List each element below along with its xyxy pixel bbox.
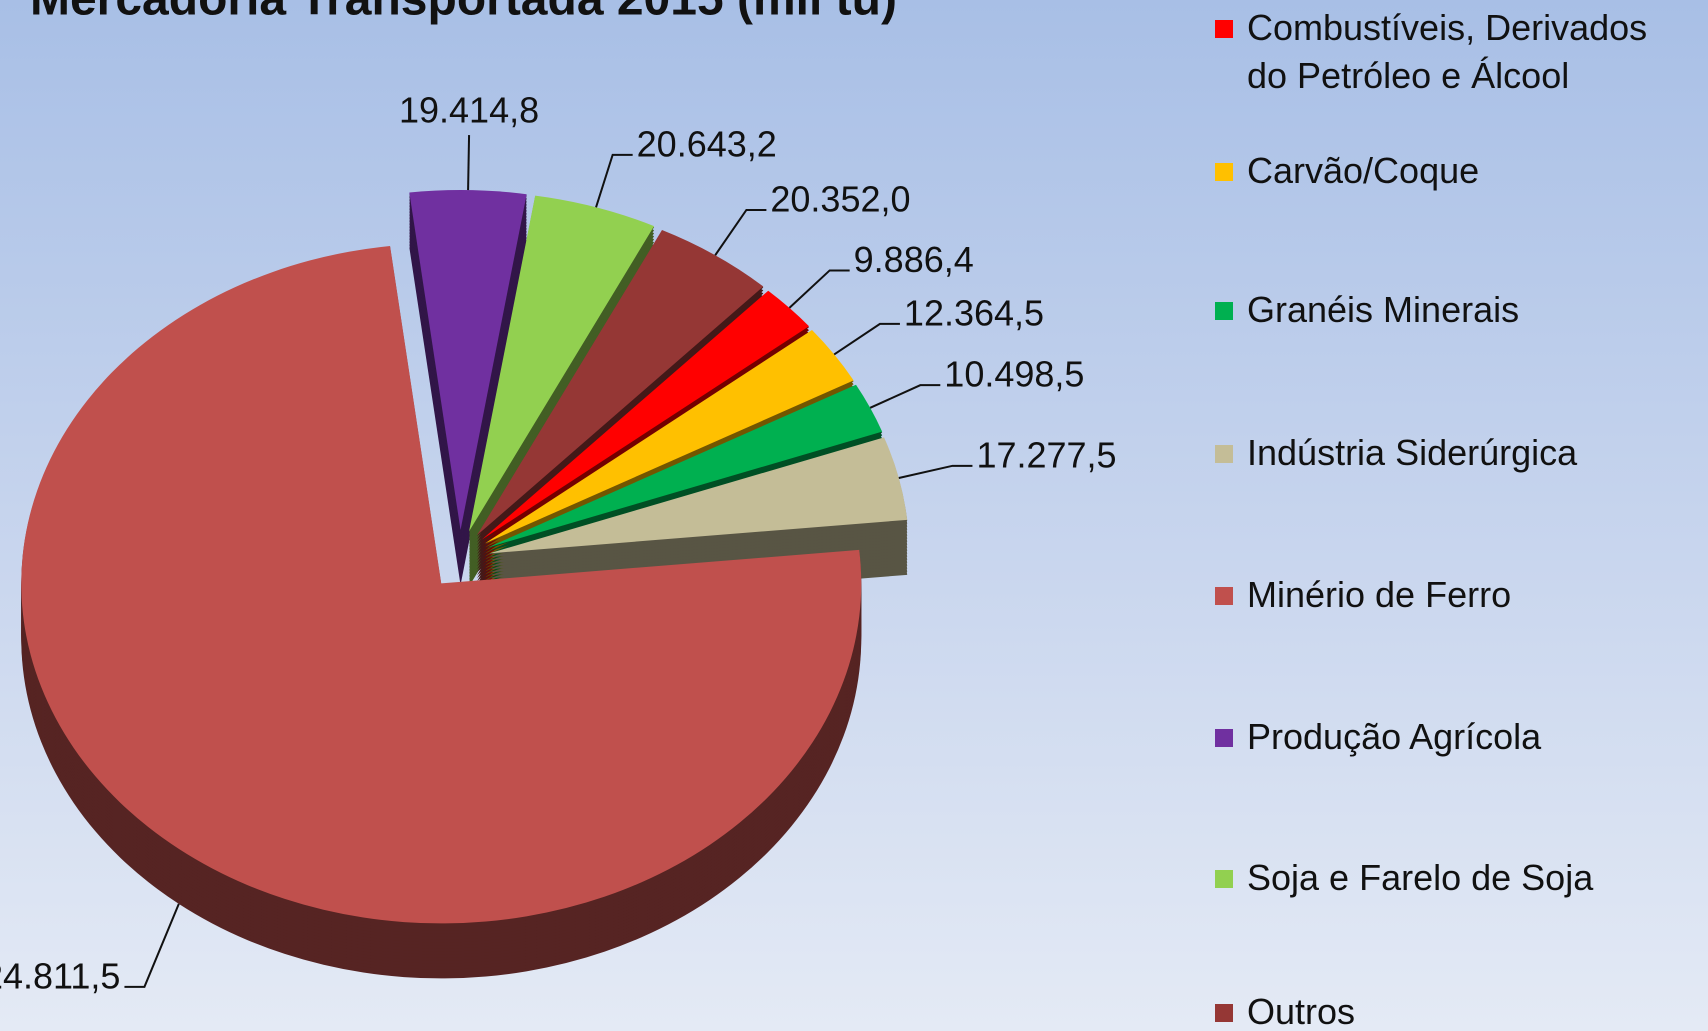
legend-label: Minério de Ferro xyxy=(1247,574,1512,615)
slice xyxy=(487,384,883,548)
data-label: 9.886,4 xyxy=(854,239,974,280)
slice xyxy=(409,190,527,531)
leader-line xyxy=(595,153,633,208)
leader-line xyxy=(898,464,973,479)
leader-line xyxy=(124,903,180,988)
legend-swatch xyxy=(1215,20,1233,38)
chart-title: Mercadoria Transportada 2015 (mil tu) xyxy=(30,0,897,26)
data-label: 20.352,0 xyxy=(770,178,910,219)
legend-swatch xyxy=(1215,587,1233,605)
data-label: 324.811,5 xyxy=(0,955,120,996)
legend-label: Outros xyxy=(1247,991,1356,1031)
legend-swatch xyxy=(1215,163,1233,181)
legend-item: Outros xyxy=(1215,988,1695,1031)
pie-tops xyxy=(21,190,908,924)
legend-item: Soja e Farelo de Soja xyxy=(1215,854,1695,902)
data-label: 12.364,5 xyxy=(904,292,1044,333)
legend-label: Combustíveis, Derivados do Petróleo e Ál… xyxy=(1247,7,1648,96)
slice xyxy=(489,437,908,554)
data-label: 20.643,2 xyxy=(637,123,777,164)
legend-label: Granéis Minerais xyxy=(1247,289,1520,330)
data-label: 17.277,5 xyxy=(976,434,1116,475)
leader-line xyxy=(714,208,767,256)
labels: 19.414,8 20.643,2 20.352,0 9.886,4 12.364,5 1… xyxy=(0,90,1117,997)
slice xyxy=(477,230,764,536)
legend-label: Soja e Farelo de Soja xyxy=(1247,857,1594,898)
legend-item: Minério de Ferro xyxy=(1215,571,1695,619)
legend-item: Combustíveis, Derivados do Petróleo e Ál… xyxy=(1215,4,1695,100)
data-label: 19.414,8 xyxy=(399,90,539,131)
leader-line xyxy=(869,384,941,409)
legend-swatch xyxy=(1215,729,1233,747)
legend-swatch xyxy=(1215,870,1233,888)
leader-line xyxy=(833,322,900,356)
legend-item: Carvão/Coque xyxy=(1215,147,1695,195)
legend-item: Indústria Siderúrgica xyxy=(1215,429,1695,477)
legend-label: Indústria Siderúrgica xyxy=(1247,432,1578,473)
legend-item: Granéis Minerais xyxy=(1215,286,1695,334)
data-label: 10.498,5 xyxy=(944,354,1084,395)
legend-swatch xyxy=(1215,302,1233,320)
legend-swatch xyxy=(1215,445,1233,463)
leader-line xyxy=(788,269,850,309)
legend-label: Produção Agrícola xyxy=(1247,716,1542,757)
slice xyxy=(469,195,655,532)
legend-swatch xyxy=(1215,1004,1233,1022)
leader-line xyxy=(467,135,471,191)
legend-label: Carvão/Coque xyxy=(1247,150,1480,191)
slice xyxy=(21,245,862,924)
slice xyxy=(484,330,854,544)
legend-item: Produção Agrícola xyxy=(1215,713,1695,761)
slice xyxy=(481,290,810,540)
